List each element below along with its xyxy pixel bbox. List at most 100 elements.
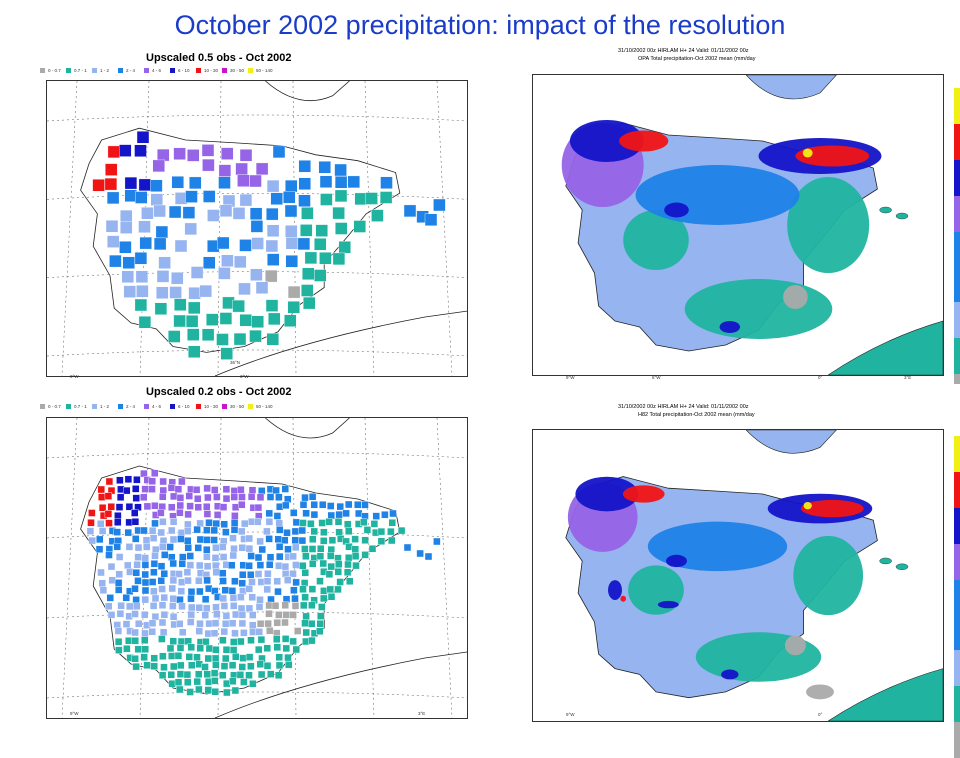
- legend-swatch: [170, 68, 175, 73]
- station-square: [284, 495, 292, 503]
- station-square: [310, 500, 318, 509]
- station-square: [388, 518, 396, 527]
- station-square: [148, 578, 157, 586]
- station-square: [203, 670, 211, 679]
- station-square: [160, 593, 168, 602]
- station-square: [194, 544, 202, 552]
- panel-header-run: 31/10/2002 00z HIRLAM H+ 24 Valid: 01/11…: [618, 404, 749, 410]
- station-square: [188, 286, 201, 300]
- station-square: [141, 645, 150, 654]
- station-square: [237, 485, 245, 494]
- station-square: [319, 175, 333, 188]
- station-square: [179, 553, 187, 561]
- station-square: [134, 553, 142, 561]
- station-square: [169, 517, 178, 526]
- legend-item: 6 - 10: [170, 68, 196, 73]
- station-square: [203, 484, 211, 493]
- station-square: [201, 328, 215, 342]
- legend-label: 1 - 2: [100, 404, 110, 409]
- station-square: [291, 594, 299, 603]
- station-square: [251, 237, 264, 250]
- station-square: [135, 191, 148, 204]
- station-square: [316, 577, 324, 585]
- station-square: [275, 611, 283, 619]
- station-square: [263, 577, 272, 586]
- precip-contour: [575, 476, 639, 512]
- station-square: [222, 645, 231, 654]
- station-square: [233, 332, 247, 346]
- station-square: [319, 252, 332, 265]
- station-square: [314, 269, 327, 282]
- station-square: [169, 286, 182, 299]
- station-square: [167, 330, 181, 343]
- station-square: [193, 653, 201, 662]
- station-square: [335, 222, 348, 235]
- station-square: [370, 520, 379, 528]
- station-square: [140, 526, 148, 535]
- station-square: [205, 644, 214, 653]
- station-square: [186, 502, 194, 510]
- station-square: [150, 568, 158, 576]
- station-square: [132, 596, 140, 604]
- colorbar-segment: [954, 650, 960, 686]
- colorbar: [954, 88, 960, 410]
- station-square: [176, 670, 185, 678]
- station-square: [219, 553, 228, 561]
- station-square: [231, 629, 239, 637]
- station-square: [212, 661, 220, 669]
- station-square: [301, 545, 309, 553]
- station-square: [240, 519, 249, 528]
- station-square: [254, 503, 263, 512]
- station-square: [351, 552, 360, 560]
- station-square: [158, 671, 167, 679]
- station-square: [151, 613, 160, 621]
- station-square: [170, 662, 178, 671]
- station-square: [397, 526, 406, 535]
- station-square: [159, 652, 167, 660]
- station-square: [141, 561, 150, 569]
- station-square: [216, 333, 229, 346]
- station-square: [265, 269, 278, 283]
- colorbar-segment: [954, 160, 960, 196]
- station-square: [284, 204, 298, 218]
- station-square: [186, 328, 200, 341]
- station-square: [249, 628, 257, 636]
- station-square: [317, 544, 325, 553]
- station-square: [303, 296, 316, 310]
- station-square: [133, 476, 141, 484]
- station-square: [344, 560, 352, 569]
- station-square: [372, 512, 380, 520]
- station-square: [310, 527, 318, 536]
- station-square: [249, 207, 263, 220]
- station-square: [285, 237, 299, 250]
- station-square: [250, 268, 263, 282]
- station-square: [346, 577, 354, 586]
- parallel-line: [47, 611, 467, 619]
- station-square: [352, 561, 360, 570]
- station-square: [325, 570, 334, 579]
- station-square: [327, 545, 335, 554]
- station-square: [220, 602, 229, 610]
- station-square: [150, 469, 159, 477]
- station-square: [157, 528, 165, 537]
- station-square: [302, 267, 315, 281]
- station-square: [141, 636, 149, 644]
- station-square: [150, 179, 163, 193]
- station-square: [156, 148, 170, 162]
- station-square: [114, 579, 123, 587]
- station-square: [97, 485, 105, 494]
- panel-header-field: H82 Total precipitation-Oct 2002 mean (m…: [638, 412, 755, 418]
- station-square: [302, 509, 310, 518]
- station-square: [166, 644, 175, 653]
- station-square: [202, 190, 216, 203]
- station-square: [347, 175, 360, 189]
- station-square: [219, 569, 227, 577]
- station-square: [232, 653, 240, 661]
- station-square: [361, 551, 369, 559]
- station-squares: [86, 469, 441, 697]
- station-square: [308, 601, 316, 610]
- station-square: [301, 207, 314, 220]
- station-square: [319, 500, 327, 509]
- precip-contour: [664, 202, 689, 218]
- station-square: [299, 585, 307, 594]
